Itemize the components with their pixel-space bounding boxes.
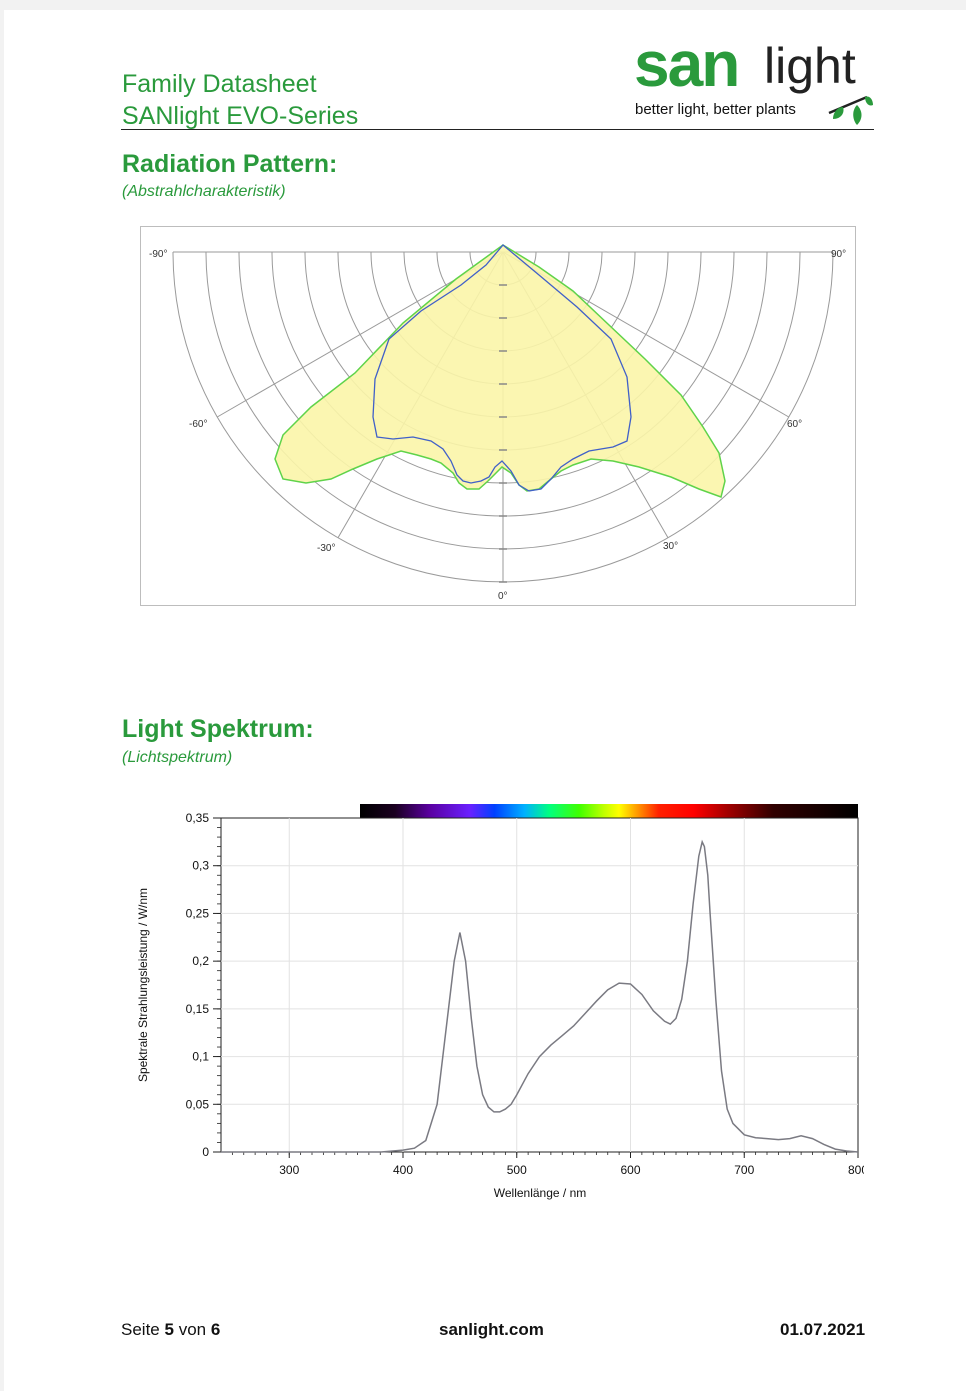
visible-spectrum-bar <box>360 804 858 818</box>
angle-label: 90° <box>831 249 846 260</box>
spectrum-gridlines <box>221 818 858 1152</box>
spectrum-chart: 0 0,05 0,1 0,15 0,2 0,25 0,3 0,35 300 400 500 600 7… <box>136 804 864 1200</box>
angle-label: 0° <box>498 591 508 602</box>
spectrum-title: Light Spektrum: <box>122 715 314 743</box>
spectrum-x-tick-label: 300 <box>279 1163 299 1177</box>
spectrum-x-tick-label: 500 <box>507 1163 527 1177</box>
leaf-icon <box>828 95 873 125</box>
spectrum-y-tick-label: 0,1 <box>192 1050 209 1064</box>
footer-date: 01.07.2021 <box>780 1320 866 1339</box>
spectrum-x-ticks: 300 400 500 600 700 800 <box>279 1152 864 1177</box>
polar-axis-ticks <box>499 284 507 583</box>
spectrum-x-tick-label: 400 <box>393 1163 413 1177</box>
logo-san-text: san <box>634 28 740 100</box>
spectrum-y-tick-label: 0,15 <box>186 1002 210 1016</box>
spectrum-y-tick-label: 0,05 <box>186 1097 210 1111</box>
polar-plot: -90° 90° -60° 60° -30° 30° 0° <box>149 244 846 602</box>
logo-tagline: better light, better plants <box>635 101 796 118</box>
spectrum-x-tick-label: 700 <box>734 1163 754 1177</box>
angle-label: -30° <box>317 543 335 554</box>
logo-light-text: light <box>764 38 856 94</box>
spectrum-y-ticks: 0 0,05 0,1 0,15 0,2 0,25 0,3 0,35 <box>186 811 221 1159</box>
radiation-subtitle: (Abstrahlcharakteristik) <box>122 183 286 200</box>
spectrum-x-tick-label: 800 <box>848 1163 864 1177</box>
header-title-line2: SANlight EVO-Series <box>122 102 359 130</box>
angle-label: 30° <box>663 541 678 552</box>
spectrum-y-tick-label: 0 <box>202 1145 209 1159</box>
spectrum-xlabel: Wellenlänge / nm <box>494 1186 587 1200</box>
sanlight-logo: san light better light, better plants <box>634 28 879 130</box>
spectrum-subtitle: (Lichtspektrum) <box>122 749 233 766</box>
radiation-area-green <box>274 244 726 498</box>
angle-label: -60° <box>189 419 207 430</box>
spectrum-series-line <box>221 839 859 1153</box>
radiation-pattern-diagram: -90° 90° -60° 60° -30° 30° 0° <box>140 226 856 606</box>
spectrum-y-tick-label: 0,35 <box>186 811 210 825</box>
polar-angle-labels: -90° 90° -60° 60° -30° 30° 0° <box>149 249 846 602</box>
footer-page-number: Seite 5 von 6 <box>121 1320 220 1340</box>
footer-page-current: 5 <box>164 1320 174 1339</box>
header-title-line1: Family Datasheet <box>122 70 317 98</box>
angle-label: 60° <box>787 419 802 430</box>
spectrum-y-tick-label: 0,25 <box>186 906 210 920</box>
footer-page-prefix: Seite <box>121 1320 160 1339</box>
spectrum-y-tick-label: 0,2 <box>192 954 209 968</box>
footer-page-total: 6 <box>210 1320 221 1339</box>
radiation-curve-blue <box>372 244 632 492</box>
footer-page-mid: von <box>178 1320 207 1339</box>
plot-area <box>220 817 859 1153</box>
footer-site: sanlight.com <box>439 1320 544 1339</box>
datasheet-page: Family Datasheet SANlight EVO-Series san… <box>4 10 966 1391</box>
angle-label: -90° <box>149 249 167 260</box>
spectrum-ylabel: Spektrale Strahlungsleistung / W/nm <box>136 888 150 1082</box>
spectrum-x-tick-label: 600 <box>620 1163 640 1177</box>
header-title: Family Datasheet SANlight EVO-Series <box>122 68 358 132</box>
header-rule <box>121 129 874 130</box>
spectrum-y-tick-label: 0,3 <box>192 859 209 873</box>
radiation-title: Radiation Pattern: <box>122 150 338 178</box>
